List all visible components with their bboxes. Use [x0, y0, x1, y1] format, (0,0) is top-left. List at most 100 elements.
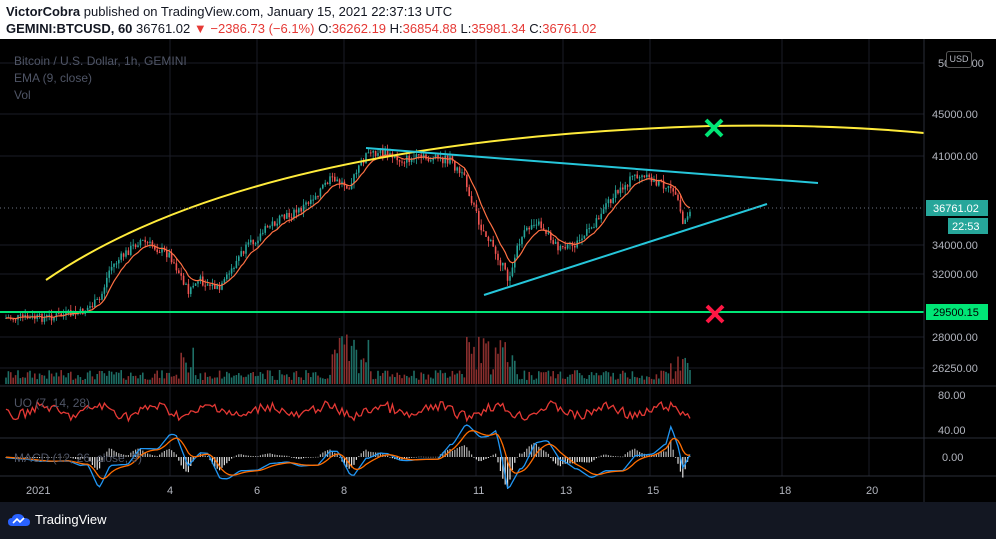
currency-badge[interactable]: USD	[946, 51, 972, 68]
uo-tick: 40.00	[938, 425, 966, 437]
macd-hist-bar	[451, 450, 453, 457]
candle-body	[96, 298, 98, 300]
snapshot-header: VictorCobra published on TradingView.com…	[0, 0, 996, 39]
candle-body	[458, 167, 461, 173]
price-axis[interactable]: 50000.00 45000.00 41000.00 34000.00 3200…	[932, 58, 984, 464]
legend-main-series[interactable]: Bitcoin / U.S. Dollar, 1h, GEMINI	[14, 54, 187, 68]
volume-bar	[540, 372, 542, 384]
candle-body	[228, 273, 230, 275]
tradingview-logo[interactable]: TradingView	[8, 512, 107, 527]
macd-hist-bar	[283, 455, 285, 457]
macd-hist-bar	[516, 457, 518, 458]
candle-body	[199, 276, 202, 282]
volume-bar	[336, 353, 338, 384]
volume-bar	[502, 347, 504, 384]
time-tick: 18	[779, 485, 791, 497]
macd-hist-bar	[147, 453, 149, 457]
macd-hist-bar	[663, 451, 665, 457]
macd-hist-bar	[504, 457, 506, 485]
lower-trendline[interactable]	[483, 203, 768, 296]
yellow-arc-drawing[interactable]	[45, 124, 925, 281]
candle-body	[593, 227, 595, 229]
macd-hist-bar	[82, 457, 84, 459]
candle-body	[180, 273, 182, 276]
candle-body	[293, 209, 295, 218]
volume-bar	[218, 370, 221, 384]
macd-hist-bar	[538, 446, 540, 457]
macd-hist-bar	[120, 454, 122, 457]
price-chart[interactable]: 50000.00 45000.00 41000.00 34000.00 3200…	[0, 39, 996, 502]
volume-bar	[101, 371, 103, 384]
macd-hist-bar	[418, 456, 420, 458]
volume-bar	[427, 374, 430, 384]
volume-bar	[262, 373, 264, 384]
volume-bar	[46, 378, 48, 384]
macd-hist-bar	[583, 457, 585, 463]
macd-hist-bar	[310, 457, 312, 458]
candle-body	[379, 149, 382, 154]
volume-bar	[130, 372, 132, 384]
legend-ema[interactable]: EMA (9, close)	[14, 71, 93, 85]
macd-hist-bar	[499, 457, 501, 472]
candle-body	[619, 187, 622, 194]
macd-hist-bar	[132, 450, 134, 457]
volume-bar	[377, 370, 379, 384]
macd-hist-bar	[468, 450, 470, 457]
candle-body	[312, 199, 314, 201]
candle-body	[518, 244, 521, 246]
author-name[interactable]: VictorCobra	[6, 4, 81, 19]
candle-body	[427, 158, 430, 161]
candle-body	[348, 188, 350, 190]
candle-body	[233, 268, 235, 270]
volume-bar	[454, 374, 456, 384]
macd-hist-bar	[485, 457, 487, 459]
legend-uo[interactable]: UO (7, 14, 28)	[14, 396, 91, 410]
volume-bar	[53, 376, 55, 384]
volume-bar	[473, 346, 475, 384]
volume-bar	[622, 370, 624, 384]
candle-body	[545, 230, 547, 234]
volume-bar	[96, 373, 98, 384]
candle-body	[226, 274, 228, 280]
candle-body	[444, 155, 446, 164]
candle-body	[300, 208, 302, 212]
volume-bar	[655, 374, 658, 384]
time-axis[interactable]: 2021 4 6 8 11 13 15 18 20	[26, 485, 878, 497]
macd-hist-bar	[475, 457, 477, 460]
candle-body	[269, 226, 271, 228]
candle-body	[221, 282, 223, 290]
macd-hist-bar	[91, 457, 93, 465]
macd-hist-bar	[353, 457, 355, 465]
macd-hist-bar	[286, 455, 288, 457]
volume-bar	[271, 376, 274, 384]
volume-bar	[132, 376, 134, 384]
volume-bar	[629, 378, 631, 384]
macd-hist-bar	[219, 457, 221, 471]
macd-hist-bar	[607, 455, 609, 457]
candle-body	[590, 227, 593, 229]
volume-bar	[648, 377, 650, 384]
volume-bar	[646, 376, 648, 384]
candle-body	[674, 191, 677, 195]
macd-hist-bar	[331, 451, 333, 457]
candle-body	[437, 154, 439, 159]
volume-bar	[641, 375, 643, 384]
ema-line	[5, 154, 691, 320]
legend-macd[interactable]: MACD (12, 26, close, 9)	[14, 451, 143, 465]
volume-bar	[480, 363, 482, 384]
legend-volume[interactable]: Vol	[14, 88, 31, 102]
candle-body	[185, 283, 187, 285]
candle-body	[684, 219, 686, 224]
macd-hist-bar	[259, 455, 261, 457]
candle-body	[60, 313, 62, 317]
macd-hist-bar	[612, 456, 614, 457]
macd-hist-bar	[190, 457, 192, 467]
macd-hist-bar	[346, 457, 348, 467]
volume-bar	[557, 374, 559, 384]
candle-body	[631, 175, 634, 177]
volume-bar	[571, 374, 574, 384]
macd-hist-bar	[351, 457, 353, 468]
upper-trendline[interactable]	[365, 147, 819, 184]
volume-bar	[346, 334, 348, 384]
chart-area[interactable]: 50000.00 45000.00 41000.00 34000.00 3200…	[0, 39, 996, 502]
